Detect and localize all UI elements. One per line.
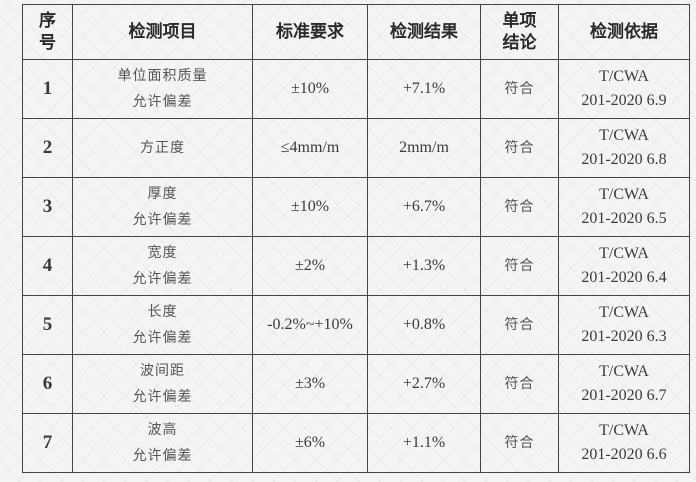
test-item: 波高 允许偏差	[72, 413, 253, 473]
test-item: 宽度 允许偏差	[72, 236, 253, 296]
test-item: 长度 允许偏差	[72, 295, 253, 355]
header-seq: 序号	[22, 4, 73, 60]
requirement: -0.2%~+10%	[252, 295, 368, 355]
test-basis-line-2: 201-2020 6.8	[581, 151, 667, 168]
test-basis: T/CWA 201-2020 6.6	[558, 413, 690, 473]
row-number: 3	[22, 177, 73, 237]
header-requirement: 标准要求	[252, 4, 368, 60]
test-item-line-1: 波间距	[140, 363, 185, 379]
test-item-line-1: 单位面积质量	[117, 68, 208, 84]
requirement: ±2%	[252, 236, 368, 296]
test-item-line-2: 允许偏差	[132, 448, 193, 464]
table-row: 3 厚度 允许偏差 ±10% +6.7% 符合 T/CWA 201-2020 6.5	[22, 177, 690, 237]
test-basis: T/CWA 201-2020 6.3	[558, 295, 690, 355]
conclusion: 符合	[480, 118, 559, 178]
conclusion: 符合	[480, 413, 559, 473]
table-row: 5 长度 允许偏差 -0.2%~+10% +0.8% 符合 T/CWA 201-2020 6.…	[22, 295, 690, 355]
header-seq-line-1: 序	[39, 11, 56, 31]
table-row: 6 波间距 允许偏差 ±3% +2.7% 符合 T/CWA 201-2020 6.7	[22, 354, 690, 414]
table-row: 1 单位面积质量 允许偏差 ±10% +7.1% 符合 T/CWA 201-2020 6.9	[22, 59, 690, 119]
test-item: 波间距 允许偏差	[72, 354, 253, 414]
header-conclusion-label: 单项结论	[502, 11, 537, 53]
header-row: 序号 检测项目 标准要求 检测结果 单项结论 检测依据	[22, 4, 690, 60]
test-basis-line-1: T/CWA	[599, 186, 649, 203]
test-item-line-1: 波高	[147, 422, 178, 438]
row-number: 7	[22, 413, 73, 473]
conclusion: 符合	[480, 354, 559, 414]
result: +7.1%	[367, 59, 481, 119]
inspection-table: 序号 检测项目 标准要求 检测结果 单项结论 检测依据 1 单位面积质量 允许偏差 ±…	[22, 4, 690, 473]
requirement: ≤4mm/m	[252, 118, 368, 178]
row-number: 5	[22, 295, 73, 355]
result: 2mm/m	[367, 118, 481, 178]
test-basis-line-2: 201-2020 6.5	[581, 210, 667, 227]
test-basis: T/CWA 201-2020 6.4	[558, 236, 690, 296]
requirement: ±10%	[252, 59, 368, 119]
test-item-line-1: 方正度	[140, 140, 185, 156]
row-number: 6	[22, 354, 73, 414]
test-basis-line-2: 201-2020 6.9	[581, 92, 667, 109]
requirement: ±10%	[252, 177, 368, 237]
test-item: 方正度	[72, 118, 253, 178]
test-basis-line-1: T/CWA	[599, 422, 649, 439]
test-item-line-2: 允许偏差	[132, 330, 193, 346]
test-basis-line-1: T/CWA	[599, 304, 649, 321]
result: +2.7%	[367, 354, 481, 414]
test-basis: T/CWA 201-2020 6.7	[558, 354, 690, 414]
header-basis: 检测依据	[558, 4, 690, 60]
result: +6.7%	[367, 177, 481, 237]
test-item-line-1: 长度	[147, 304, 178, 320]
test-item: 单位面积质量 允许偏差	[72, 59, 253, 119]
test-basis-line-2: 201-2020 6.6	[581, 446, 667, 463]
test-basis-line-1: T/CWA	[599, 245, 649, 262]
header-item: 检测项目	[72, 4, 253, 60]
row-number: 2	[22, 118, 73, 178]
requirement: ±3%	[252, 354, 368, 414]
table-row: 2 方正度 ≤4mm/m 2mm/m 符合 T/CWA 201-2020 6.8	[22, 118, 690, 178]
conclusion: 符合	[480, 177, 559, 237]
test-item: 厚度 允许偏差	[72, 177, 253, 237]
header-result: 检测结果	[367, 4, 481, 60]
result: +1.3%	[367, 236, 481, 296]
test-item-line-2: 允许偏差	[132, 271, 193, 287]
table-row: 7 波高 允许偏差 ±6% +1.1% 符合 T/CWA 201-2020 6.6	[22, 413, 690, 473]
test-basis-line-1: T/CWA	[599, 363, 649, 380]
test-basis: T/CWA 201-2020 6.9	[558, 59, 690, 119]
test-item-line-2: 允许偏差	[132, 94, 193, 110]
result: +0.8%	[367, 295, 481, 355]
row-number: 1	[22, 59, 73, 119]
test-basis-line-1: T/CWA	[599, 127, 649, 144]
test-basis: T/CWA 201-2020 6.8	[558, 118, 690, 178]
header-seq-line-2: 号	[39, 33, 56, 53]
requirement: ±6%	[252, 413, 368, 473]
test-item-line-2: 允许偏差	[132, 212, 193, 228]
table-row: 4 宽度 允许偏差 ±2% +1.3% 符合 T/CWA 201-2020 6.4	[22, 236, 690, 296]
row-number: 4	[22, 236, 73, 296]
header-conclusion: 单项结论	[480, 4, 559, 60]
test-item-line-2: 允许偏差	[132, 389, 193, 405]
test-basis-line-2: 201-2020 6.7	[581, 387, 667, 404]
test-item-line-1: 厚度	[147, 186, 178, 202]
result: +1.1%	[367, 413, 481, 473]
conclusion: 符合	[480, 295, 559, 355]
test-basis-line-2: 201-2020 6.4	[581, 269, 667, 286]
test-basis: T/CWA 201-2020 6.5	[558, 177, 690, 237]
test-basis-line-2: 201-2020 6.3	[581, 328, 667, 345]
conclusion: 符合	[480, 236, 559, 296]
test-item-line-1: 宽度	[147, 245, 178, 261]
conclusion: 符合	[480, 59, 559, 119]
test-basis-line-1: T/CWA	[599, 68, 649, 85]
